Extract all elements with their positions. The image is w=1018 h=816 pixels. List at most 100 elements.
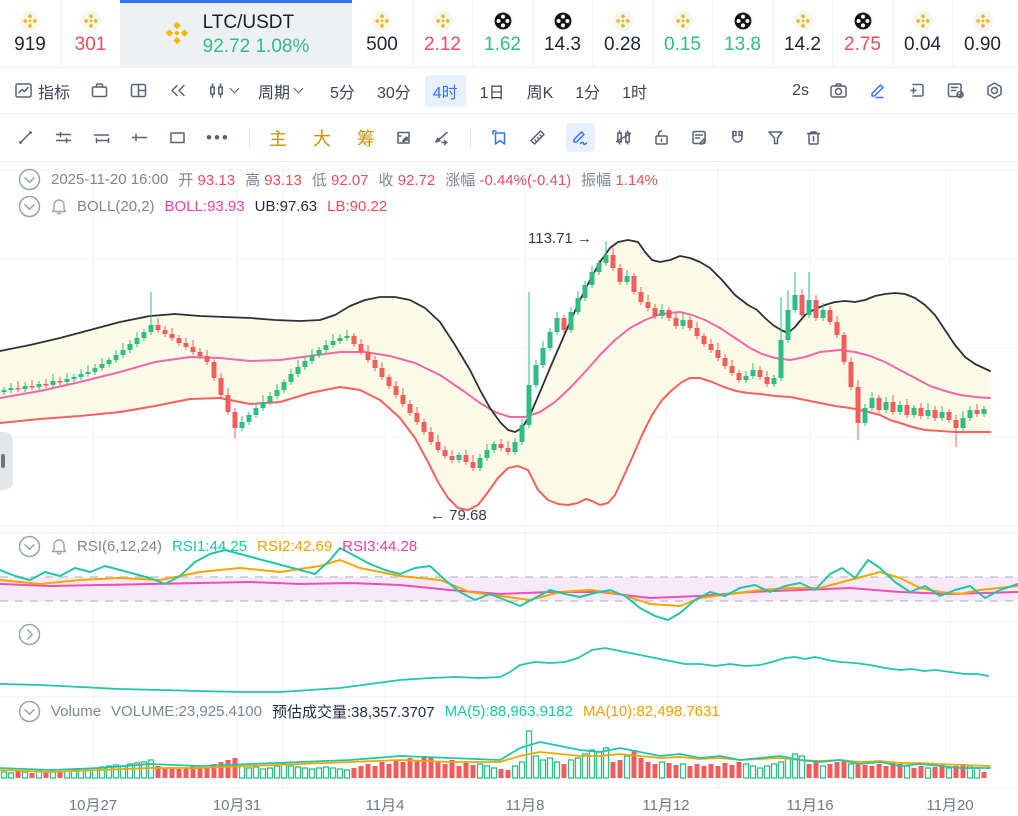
gold-button-主[interactable]: 主 bbox=[268, 128, 287, 149]
plus-box-icon bbox=[910, 83, 924, 97]
timeframe-4时[interactable]: 4时 bbox=[424, 74, 466, 107]
ticker-tab-0.28[interactable]: 0.28 bbox=[592, 0, 652, 67]
ticker-tab-919[interactable]: 919 bbox=[0, 0, 60, 67]
boll-legend-row: BOLL(20,2) BOLL:93.93 UB:97.63 LB:90.22 bbox=[18, 195, 387, 218]
filter-drawings-button[interactable] bbox=[766, 128, 785, 147]
candlestick-icon bbox=[210, 83, 223, 98]
volume-value: VOLUME:23,925.4100 bbox=[111, 703, 262, 720]
timeframe-30分[interactable]: 30分 bbox=[376, 84, 411, 102]
candle-style-button[interactable] bbox=[207, 81, 240, 100]
binance-icon bbox=[20, 11, 40, 31]
high-value: 93.13 bbox=[264, 172, 302, 189]
bookmark-tool[interactable] bbox=[490, 128, 509, 147]
magnet-tool[interactable] bbox=[728, 128, 747, 147]
lock-drawings-tool[interactable] bbox=[652, 128, 671, 147]
chevron-down-circle-icon[interactable] bbox=[18, 535, 41, 558]
active-ticker-tab-ltcusdt[interactable]: LTC/USDT 92.72 1.08% bbox=[120, 0, 352, 67]
add-window-button[interactable] bbox=[907, 81, 926, 100]
timeframe-1分[interactable]: 1分 bbox=[575, 84, 601, 102]
parallel-lines-icon bbox=[55, 131, 72, 144]
freehand-draw-tool[interactable] bbox=[565, 123, 595, 152]
chevron-down-circle-icon[interactable] bbox=[18, 195, 41, 218]
main-chart-canvas[interactable] bbox=[0, 162, 1018, 816]
active-pair-label: LTC/USDT bbox=[202, 12, 295, 33]
ticker-tab-2.75[interactable]: 2.75 bbox=[832, 0, 892, 67]
hide-candles-tool[interactable] bbox=[614, 128, 633, 147]
side-panel-handle[interactable] bbox=[0, 432, 13, 490]
boll-indicator-name[interactable]: BOLL(20,2) bbox=[77, 198, 155, 215]
chevron-down-circle-icon[interactable] bbox=[18, 168, 41, 191]
chevron-right-circle-icon[interactable] bbox=[18, 623, 41, 646]
collapsed-pane-row bbox=[18, 623, 41, 651]
ticker-tab-1.62[interactable]: 1.62 bbox=[472, 0, 532, 67]
ticker-tab-0.04[interactable]: 0.04 bbox=[892, 0, 952, 67]
speed-button[interactable]: 2s bbox=[792, 81, 809, 99]
ticker-tab-301[interactable]: 301 bbox=[60, 0, 120, 67]
popup-alert-button[interactable] bbox=[946, 81, 965, 100]
replay-button[interactable] bbox=[168, 81, 187, 100]
ticker-tab-0.15[interactable]: 0.15 bbox=[652, 0, 712, 67]
horizontal-lines-icon bbox=[93, 134, 110, 144]
rsi-indicator-name[interactable]: RSI(6,12,24) bbox=[77, 538, 163, 555]
arrow-right-icon: → bbox=[576, 230, 592, 247]
wheel-icon bbox=[732, 11, 753, 31]
binance-icon bbox=[80, 11, 101, 31]
trash-icon bbox=[806, 131, 821, 145]
trend-line-tool[interactable] bbox=[16, 128, 35, 147]
chevron-down-circle-icon[interactable] bbox=[18, 700, 41, 723]
ticker-value: 1.62 bbox=[484, 34, 521, 55]
ticker-tab-0.90[interactable]: 0.90 bbox=[952, 0, 1012, 67]
pane-dividers bbox=[0, 532, 1018, 789]
layout-button[interactable] bbox=[129, 81, 148, 100]
rewind-icon bbox=[171, 84, 185, 97]
horizontal-segment-tool[interactable] bbox=[92, 128, 111, 147]
screenshot-button[interactable] bbox=[829, 81, 848, 100]
divider bbox=[469, 127, 471, 148]
timeframe-5分[interactable]: 5分 bbox=[330, 84, 355, 102]
indicator-button[interactable]: 指标 bbox=[14, 79, 70, 103]
ruler-tool[interactable] bbox=[528, 128, 547, 147]
x-axis-tick: 11月4 bbox=[365, 797, 405, 814]
x-axis-tick: 10月31 bbox=[212, 797, 262, 814]
rectangle-tool[interactable] bbox=[168, 128, 187, 147]
ticker-tab-14.3[interactable]: 14.3 bbox=[532, 0, 592, 67]
open-value: 93.13 bbox=[197, 172, 236, 189]
pen-wave-icon bbox=[573, 131, 588, 146]
popup-icon bbox=[947, 83, 964, 99]
ticker-tab-500[interactable]: 500 bbox=[352, 0, 412, 67]
draw-mode-button[interactable] bbox=[868, 81, 887, 100]
timeframe-周K[interactable]: 周K bbox=[526, 84, 554, 102]
x-axis-tick: 10月27 bbox=[68, 797, 118, 814]
ticker-bar: 919 301 LTC/USDT 92.72 1.08% 500 2.12 1.62 1… bbox=[0, 0, 1018, 68]
settings-button[interactable] bbox=[985, 81, 1004, 100]
continuous-line-tool[interactable] bbox=[432, 128, 451, 147]
ticker-tab-13.8[interactable]: 13.8 bbox=[712, 0, 772, 67]
lock-icon bbox=[655, 130, 668, 145]
funnel-icon bbox=[768, 131, 783, 145]
gridlines bbox=[0, 164, 1018, 788]
more-tools-button[interactable]: ••• bbox=[206, 127, 230, 147]
ticker-tab-14.2[interactable]: 14.2 bbox=[772, 0, 832, 67]
delete-drawings-button[interactable] bbox=[804, 128, 823, 147]
gold-button-大[interactable]: 大 bbox=[312, 128, 331, 149]
timeframe-1日[interactable]: 1日 bbox=[479, 84, 505, 102]
low-price-annotation: ← 79.68 bbox=[430, 507, 487, 524]
drawing-list-button[interactable] bbox=[690, 128, 709, 147]
ticker-value: 919 bbox=[14, 34, 46, 55]
volume-indicator-name[interactable]: Volume bbox=[51, 703, 102, 720]
parallel-lines-tool[interactable] bbox=[54, 128, 73, 147]
multi-arrow-line-icon bbox=[435, 131, 448, 146]
period-dropdown[interactable]: 周期 bbox=[258, 79, 304, 103]
bell-icon[interactable] bbox=[51, 538, 67, 556]
high-price-annotation: 113.71 → bbox=[528, 230, 592, 247]
cross-line-tool[interactable] bbox=[130, 128, 149, 147]
timeframe-1时[interactable]: 1时 bbox=[622, 84, 648, 102]
gold-button-筹[interactable]: 筹 bbox=[356, 128, 375, 149]
ticker-tab-2.12[interactable]: 2.12 bbox=[412, 0, 472, 67]
briefcase-icon bbox=[91, 83, 108, 98]
bell-icon[interactable] bbox=[51, 198, 67, 216]
refresh-draw-button[interactable] bbox=[394, 128, 413, 147]
wheel-icon bbox=[552, 11, 573, 31]
candle-datetime: 2025-11-20 16:00 bbox=[51, 171, 169, 188]
briefcase-button[interactable] bbox=[90, 81, 109, 100]
